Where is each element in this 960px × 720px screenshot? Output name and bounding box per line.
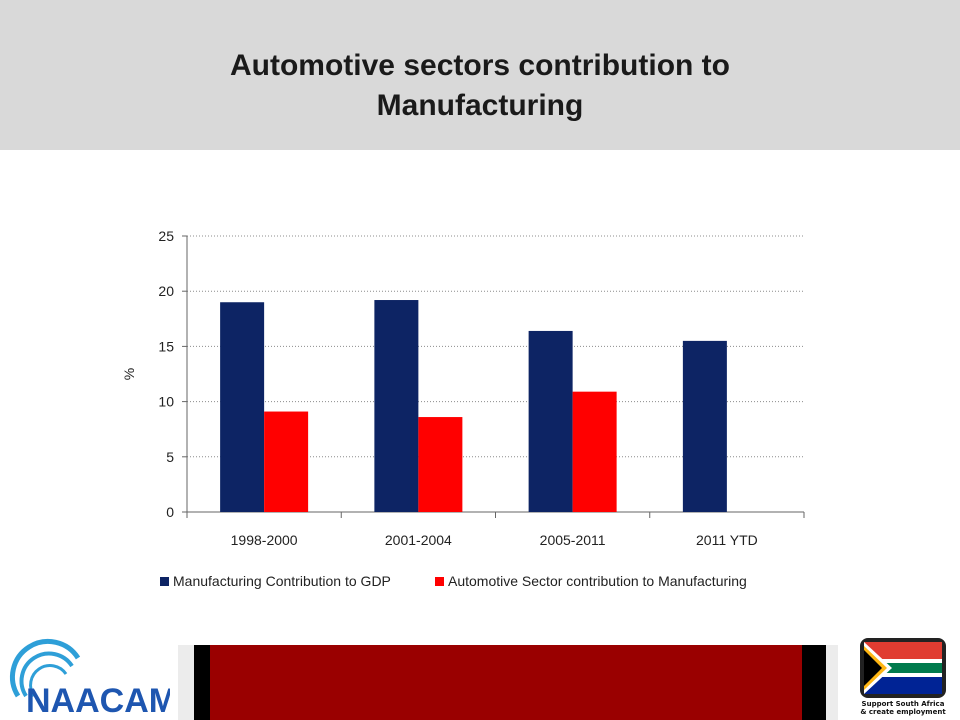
footer-red-band — [210, 645, 802, 720]
y-tick-label: 5 — [166, 449, 174, 465]
bar-manufacturing — [374, 300, 419, 512]
flag-logo-caption-line-1: Support South Africa — [861, 700, 945, 708]
x-tick-label: 1998-2000 — [231, 532, 298, 548]
legend-label: Automotive Sector contribution to Manufa… — [448, 573, 747, 589]
flag-logo-caption-line-2: & create employment — [860, 708, 946, 716]
legend-swatch — [160, 577, 169, 586]
flag-logo-caption: Support South Africa & create employment — [846, 700, 960, 720]
y-tick-label: 10 — [158, 394, 174, 410]
page-title-line-2: Manufacturing — [376, 89, 584, 122]
y-axis-label: % — [121, 368, 137, 380]
page-title-line-1: Automotive sectors contribution to — [229, 49, 730, 82]
page-title: Automotive sectors contribution to Manuf… — [0, 46, 960, 126]
bar-automotive — [264, 411, 309, 512]
x-tick-label: 2001-2004 — [385, 532, 452, 548]
y-tick-label: 20 — [158, 283, 174, 299]
bar-manufacturing — [528, 330, 573, 512]
x-tick-label: 2011 YTD — [696, 532, 758, 548]
legend-swatch — [435, 577, 444, 586]
bar-manufacturing — [220, 302, 265, 512]
bar-manufacturing — [682, 340, 727, 512]
y-tick-label: 25 — [158, 228, 174, 244]
bar-automotive — [418, 417, 463, 512]
south-africa-flag-logo — [860, 638, 946, 698]
y-tick-label: 15 — [158, 338, 174, 354]
bar-automotive — [572, 391, 617, 512]
naacam-logo: NAACAM — [9, 639, 170, 720]
y-tick-label: 0 — [166, 504, 174, 520]
naacam-logo-text: NAACAM — [26, 682, 170, 720]
title-banner — [0, 0, 960, 150]
legend-label: Manufacturing Contribution to GDP — [173, 573, 391, 589]
x-tick-label: 2005-2011 — [540, 532, 606, 548]
